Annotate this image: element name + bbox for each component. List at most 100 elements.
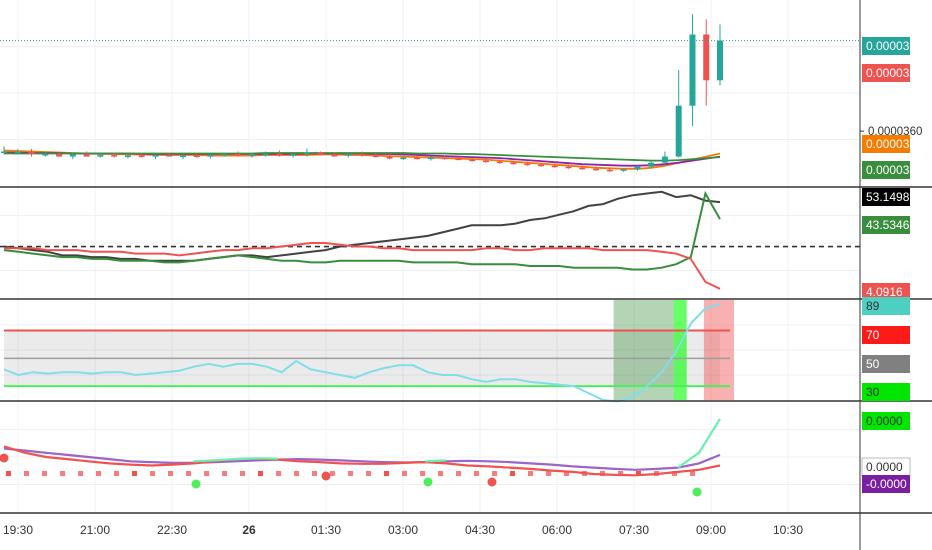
candle-body xyxy=(207,155,214,157)
histogram-bar xyxy=(276,471,281,476)
oscillator-line xyxy=(193,418,721,469)
time-tick-label: 09:00 xyxy=(696,523,726,537)
oscillator-line xyxy=(3,445,721,477)
histogram-bar xyxy=(96,471,101,476)
candle-body xyxy=(441,157,448,160)
histogram-bar xyxy=(330,471,335,476)
indicator-line xyxy=(3,190,721,262)
candle-body xyxy=(56,154,63,157)
candle-body xyxy=(276,154,283,156)
oscillator-badge-bg xyxy=(862,475,910,493)
indicator-badge: 53.1498 xyxy=(866,190,910,204)
candle-body xyxy=(386,156,393,159)
price-badge: 0.00003533 xyxy=(866,163,930,177)
histogram-bar xyxy=(636,471,641,476)
time-tick-label: 01:30 xyxy=(311,523,341,537)
oscillator-badge: 0.0000 xyxy=(866,414,903,428)
histogram-bar xyxy=(78,471,83,476)
cross-marker xyxy=(692,487,702,497)
indicator-line xyxy=(3,190,721,271)
rsi-level-badge-bg xyxy=(862,326,910,344)
candle-body xyxy=(303,152,310,155)
price-badge: 0.00003778 xyxy=(866,39,930,53)
candle-body xyxy=(317,152,324,156)
time-tick-label: 22:30 xyxy=(157,523,187,537)
candle-body xyxy=(469,159,476,162)
time-tick-label: 06:00 xyxy=(542,523,572,537)
candle-body xyxy=(28,151,35,155)
indicator-badge-bg xyxy=(862,188,910,206)
oscillator-line xyxy=(3,447,721,471)
candle-body xyxy=(345,154,352,156)
indicator-badge: 43.5346 xyxy=(866,218,910,232)
cross-marker xyxy=(191,479,201,489)
candle-body xyxy=(593,168,600,171)
rsi-panel[interactable] xyxy=(3,300,734,403)
histogram-bar xyxy=(60,471,65,476)
candle-body xyxy=(414,157,421,160)
candle-body xyxy=(359,154,365,156)
price-badge-bg xyxy=(862,135,910,153)
price-badge-bg xyxy=(862,37,910,55)
indicator-badge: 4.0916 xyxy=(866,285,903,299)
histogram-bar xyxy=(186,471,191,476)
histogram-bar xyxy=(240,471,245,476)
rsi-highlight-zone xyxy=(673,300,687,400)
grid-lines xyxy=(0,0,860,512)
histogram-bar xyxy=(474,471,479,476)
candle-body xyxy=(97,155,104,157)
oscillator-badge-bg xyxy=(862,412,910,430)
price-badge: 0.00003760 xyxy=(866,66,930,80)
time-tick-label: 26 xyxy=(242,523,256,537)
histogram-bar xyxy=(690,471,695,476)
rsi-highlight-zone xyxy=(703,300,734,400)
candle-body xyxy=(69,154,76,157)
histogram-bar xyxy=(294,471,299,476)
indicator-panel[interactable] xyxy=(0,190,860,290)
histogram-bar xyxy=(42,471,47,476)
candle-body xyxy=(661,156,668,163)
candle-body xyxy=(496,161,503,164)
candle-body xyxy=(180,155,186,158)
histogram-bar xyxy=(492,471,497,476)
candle-body xyxy=(331,155,338,157)
time-tick-label: 03:00 xyxy=(388,523,418,537)
candle-body xyxy=(235,154,242,156)
price-panel[interactable] xyxy=(0,14,860,172)
histogram-bar xyxy=(456,471,461,476)
histogram-bar xyxy=(366,471,371,476)
rsi-level-badge-bg xyxy=(862,355,910,373)
histogram-bar xyxy=(438,471,443,476)
candle-body xyxy=(372,155,379,158)
candle-body xyxy=(717,40,723,81)
cross-marker xyxy=(487,477,497,487)
histogram-bar xyxy=(618,471,623,476)
histogram-bar xyxy=(672,471,677,476)
cross-marker xyxy=(321,471,331,481)
histogram-bar xyxy=(546,471,551,476)
candle-body xyxy=(703,34,710,81)
candle-body xyxy=(248,154,255,156)
histogram-bar xyxy=(384,471,389,476)
histogram-bar xyxy=(114,471,119,476)
candle-body xyxy=(262,154,269,156)
histogram-bar xyxy=(348,471,353,476)
candle-body xyxy=(166,155,173,157)
rsi-level-badge-bg xyxy=(862,297,910,315)
price-axis[interactable]: 0.00003600.000037780.000037600.000035380… xyxy=(860,37,930,493)
time-tick-label: 07:30 xyxy=(619,523,649,537)
indicator-badge-bg xyxy=(862,283,910,301)
rsi-level-badge: 50 xyxy=(866,357,880,371)
histogram-bar xyxy=(402,471,407,476)
candle-body xyxy=(138,155,145,158)
histogram-bar xyxy=(420,471,425,476)
oscillator-panel[interactable] xyxy=(0,418,721,497)
price-badge: 0.00003538 xyxy=(866,137,930,151)
rsi-highlight-zone xyxy=(613,300,674,400)
oscillator-badge: 0.0000 xyxy=(866,460,903,474)
time-axis[interactable]: 19:30 21:00 22:30 26 01:30 03:00 04:30 06:00 07:… xyxy=(3,523,803,537)
time-tick-label: 19:30 xyxy=(3,523,33,537)
candle-body xyxy=(193,155,200,158)
